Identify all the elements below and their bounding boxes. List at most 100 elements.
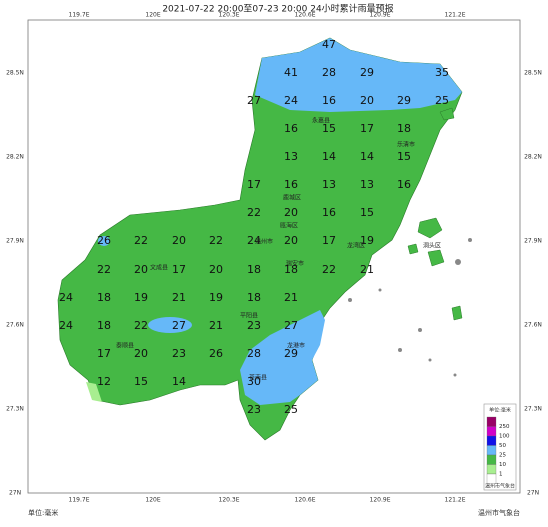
lon-label-bottom: 119.7E bbox=[69, 497, 90, 504]
rainfall-value: 21 bbox=[172, 291, 186, 304]
rainfall-value: 15 bbox=[397, 150, 411, 163]
rainfall-value: 19 bbox=[360, 234, 374, 247]
rainfall-value: 21 bbox=[209, 319, 223, 332]
rainfall-value: 24 bbox=[247, 234, 261, 247]
rainfall-value: 14 bbox=[322, 150, 336, 163]
rainfall-value: 20 bbox=[209, 263, 223, 276]
rainfall-value: 27 bbox=[172, 319, 186, 332]
rainfall-value: 16 bbox=[284, 122, 298, 135]
rainfall-value: 18 bbox=[397, 122, 411, 135]
gray-islands bbox=[348, 238, 472, 377]
lat-label-right: 27.6N bbox=[524, 322, 542, 329]
land bbox=[57, 37, 463, 441]
rainfall-value: 17 bbox=[97, 347, 111, 360]
rainfall-value: 22 bbox=[247, 206, 261, 219]
rainfall-value: 27 bbox=[284, 319, 298, 332]
rainfall-value: 25 bbox=[284, 403, 298, 416]
rainfall-value: 13 bbox=[360, 178, 374, 191]
rainfall-value: 17 bbox=[322, 234, 336, 247]
rainfall-value: 22 bbox=[97, 263, 111, 276]
rainfall-value: 26 bbox=[97, 234, 111, 247]
lon-label-bottom: 121.2E bbox=[445, 497, 466, 504]
place-name: 平阳县 bbox=[240, 312, 258, 320]
legend-swatch bbox=[486, 435, 497, 446]
place-name: 苍南县 bbox=[249, 374, 267, 382]
legend-level: 1 bbox=[499, 472, 503, 478]
rainfall-value: 18 bbox=[247, 263, 261, 276]
legend-level: 25 bbox=[499, 453, 506, 459]
rainfall-value: 29 bbox=[284, 347, 298, 360]
rainfall-value: 20 bbox=[134, 347, 148, 360]
rainfall-value: 16 bbox=[284, 178, 298, 191]
place-name: 文成县 bbox=[150, 264, 168, 272]
rainfall-value: 24 bbox=[59, 319, 73, 332]
place-name: 温州市 bbox=[255, 238, 273, 246]
light-rain-area bbox=[86, 382, 102, 402]
rain-area-west bbox=[98, 236, 110, 246]
rainfall-value: 22 bbox=[209, 234, 223, 247]
rainfall-value: 35 bbox=[435, 66, 449, 79]
lon-label-top: 119.7E bbox=[69, 12, 90, 19]
rainfall-value: 21 bbox=[284, 291, 298, 304]
rainfall-value: 17 bbox=[360, 122, 374, 135]
rainfall-value: 22 bbox=[322, 263, 336, 276]
rainfall-value: 23 bbox=[247, 403, 261, 416]
place-name: 永嘉县 bbox=[312, 117, 330, 125]
legend-swatch bbox=[486, 464, 497, 475]
place-name: 瑞安市 bbox=[286, 260, 304, 268]
rainfall-value: 14 bbox=[360, 150, 374, 163]
rainfall-value: 20 bbox=[284, 206, 298, 219]
place-name: 龙港市 bbox=[287, 342, 305, 350]
rainfall-value: 18 bbox=[97, 319, 111, 332]
footer-right: 温州市气象台 bbox=[478, 508, 520, 517]
lat-label-right: 27.9N bbox=[524, 238, 542, 245]
rainfall-value: 28 bbox=[322, 66, 336, 79]
rainfall-value: 24 bbox=[284, 94, 298, 107]
rainfall-value: 16 bbox=[322, 94, 336, 107]
rainfall-value: 29 bbox=[360, 66, 374, 79]
legend-level: 250 bbox=[499, 424, 510, 430]
lon-label-top: 120E bbox=[145, 12, 160, 19]
rainfall-value: 21 bbox=[360, 263, 374, 276]
legend-footer: 温州市气象台 bbox=[485, 483, 515, 490]
lon-label-top: 121.2E bbox=[445, 12, 466, 19]
rainfall-value: 25 bbox=[435, 94, 449, 107]
lat-label-left: 27.6N bbox=[6, 322, 24, 329]
rainfall-value: 12 bbox=[97, 375, 111, 388]
rainfall-value: 19 bbox=[134, 291, 148, 304]
rainfall-value: 18 bbox=[247, 291, 261, 304]
rainfall-value: 15 bbox=[134, 375, 148, 388]
legend-swatch bbox=[486, 454, 497, 465]
lat-label-right: 28.5N bbox=[524, 70, 542, 77]
place-name: 龙湾区 bbox=[347, 242, 365, 250]
place-name: 泰顺县 bbox=[116, 342, 134, 350]
lat-label-left: 28.2N bbox=[6, 154, 24, 161]
legend-level: 10 bbox=[499, 462, 506, 468]
lat-label-left: 27.9N bbox=[6, 238, 24, 245]
place-name: 瓯海区 bbox=[280, 222, 298, 230]
legend-swatch bbox=[486, 473, 497, 484]
rainfall-value: 14 bbox=[172, 375, 186, 388]
lon-label-bottom: 120.9E bbox=[370, 497, 391, 504]
rainfall-value: 29 bbox=[397, 94, 411, 107]
lon-label-top: 120.6E bbox=[295, 12, 316, 19]
rainfall-value: 18 bbox=[284, 263, 298, 276]
rainfall-value: 22 bbox=[134, 319, 148, 332]
rainfall-value: 13 bbox=[284, 150, 298, 163]
lon-label-bottom: 120.6E bbox=[295, 497, 316, 504]
rainfall-value: 30 bbox=[247, 375, 261, 388]
rainfall-value: 17 bbox=[172, 263, 186, 276]
lon-label-bottom: 120E bbox=[145, 497, 160, 504]
legend-title: 单位:毫米 bbox=[489, 407, 511, 414]
rainfall-value: 41 bbox=[284, 66, 298, 79]
rainfall-value: 22 bbox=[134, 234, 148, 247]
lat-label-left: 27N bbox=[9, 490, 21, 497]
rainfall-value: 18 bbox=[97, 291, 111, 304]
rainfall-value: 15 bbox=[360, 206, 374, 219]
place-name: 乐清市 bbox=[397, 141, 415, 149]
legend-level: 100 bbox=[499, 434, 510, 440]
footer-left: 单位:毫米 bbox=[28, 508, 58, 517]
rainfall-value: 47 bbox=[322, 38, 336, 51]
rainfall-value: 17 bbox=[247, 178, 261, 191]
map-title: 2021-07-22 20:00至07-23 20:00 24小时累计雨量预报 bbox=[162, 3, 393, 15]
